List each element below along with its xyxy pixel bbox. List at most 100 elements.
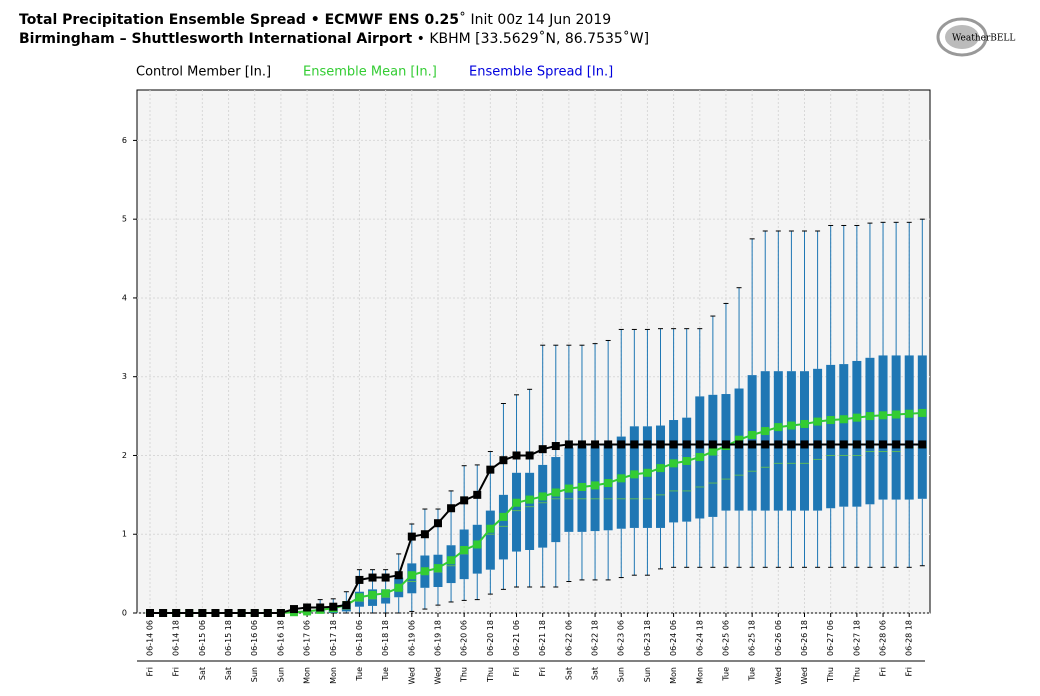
y-tick-label: 5 xyxy=(122,215,127,224)
x-tick-label: 06-17 18 xyxy=(329,620,338,656)
point xyxy=(538,445,547,454)
point xyxy=(525,451,534,460)
point xyxy=(473,540,482,549)
box xyxy=(603,444,613,531)
point xyxy=(761,427,770,436)
point xyxy=(303,603,312,612)
point xyxy=(499,456,508,465)
point xyxy=(708,440,717,449)
x-tick-label: 06-15 18 xyxy=(224,620,233,656)
point xyxy=(630,440,639,449)
point xyxy=(892,410,901,419)
point xyxy=(682,440,691,449)
point xyxy=(735,440,744,449)
logo-text: WeatherBELL xyxy=(952,34,1015,44)
x-tick-label: 06-19 18 xyxy=(433,620,442,656)
point xyxy=(368,590,377,599)
day-label: Wed xyxy=(774,667,783,684)
point xyxy=(237,609,246,617)
point xyxy=(551,488,560,497)
box xyxy=(472,524,482,574)
day-label: Sat xyxy=(198,667,207,680)
box xyxy=(669,420,679,523)
point xyxy=(329,602,338,611)
point xyxy=(748,440,757,449)
x-tick-label: 06-14 18 xyxy=(172,620,181,656)
day-label: Tue xyxy=(721,667,730,682)
point xyxy=(604,479,613,488)
point xyxy=(289,605,298,614)
point xyxy=(486,524,495,533)
x-tick-label: 06-18 18 xyxy=(381,620,390,656)
x-tick-label: 06-26 06 xyxy=(774,620,783,656)
point xyxy=(512,451,521,460)
day-label: Thu xyxy=(460,667,469,683)
title-rest: ˚ Init 00z 14 Jun 2019 xyxy=(459,11,611,28)
point xyxy=(656,464,665,473)
x-tick-label: 06-14 06 xyxy=(146,620,155,656)
point xyxy=(761,440,770,449)
x-tick-label: 06-24 06 xyxy=(669,620,678,656)
y-tick-label: 4 xyxy=(122,293,127,302)
day-label: Sat xyxy=(224,667,233,680)
point xyxy=(630,470,639,479)
legend-entry: Ensemble Mean [In.] xyxy=(303,65,437,80)
x-tick-label: 06-23 18 xyxy=(643,620,652,656)
day-label: Mon xyxy=(669,667,678,684)
point xyxy=(695,440,704,449)
point xyxy=(172,609,181,617)
point xyxy=(617,440,626,449)
day-label: Wed xyxy=(800,667,809,684)
box xyxy=(498,494,508,560)
box xyxy=(682,417,692,522)
point xyxy=(263,609,272,617)
point xyxy=(617,474,626,483)
point xyxy=(800,440,809,449)
logo-ring xyxy=(936,17,988,57)
point xyxy=(381,573,390,582)
point xyxy=(669,440,678,449)
point xyxy=(839,440,848,449)
point xyxy=(813,440,822,449)
subtitle-rest: • KBHM [33.5629˚N, 86.7535˚W] xyxy=(412,30,649,47)
x-tick-label: 06-28 18 xyxy=(905,620,914,656)
x-tick-label: 06-19 06 xyxy=(407,620,416,656)
day-label: Fri xyxy=(172,667,181,677)
x-tick-label: 06-27 06 xyxy=(826,620,835,656)
title-bold: Total Precipitation Ensemble Spread • EC… xyxy=(19,12,459,28)
point xyxy=(512,498,521,507)
day-label: Sun xyxy=(617,667,626,682)
point xyxy=(577,482,586,491)
y-tick-label: 3 xyxy=(122,372,127,381)
point xyxy=(577,440,586,449)
day-label: Sun xyxy=(276,667,285,682)
x-tick-label: 06-21 06 xyxy=(512,620,521,656)
box xyxy=(525,472,535,550)
y-tick-label: 2 xyxy=(122,451,127,460)
day-label: Sun xyxy=(643,667,652,682)
point xyxy=(407,571,416,580)
point xyxy=(787,440,796,449)
point xyxy=(905,409,914,418)
point xyxy=(211,609,220,617)
box xyxy=(852,360,862,507)
day-label: Mon xyxy=(695,667,704,684)
point xyxy=(420,567,429,576)
day-label: Mon xyxy=(329,667,338,684)
x-tick-label: 06-18 06 xyxy=(355,620,364,656)
x-tick-label: 06-16 18 xyxy=(276,620,285,656)
subtitle-bold: Birmingham – Shuttlesworth International… xyxy=(19,31,412,47)
point xyxy=(146,609,154,617)
point xyxy=(368,573,377,582)
day-label: Tue xyxy=(355,667,364,682)
point xyxy=(486,465,495,474)
point xyxy=(892,440,901,449)
box xyxy=(734,388,744,511)
day-label: Fri xyxy=(905,667,914,677)
point xyxy=(355,593,364,602)
day-label: Fri xyxy=(512,667,521,677)
chart-subtitle: Birmingham – Shuttlesworth International… xyxy=(19,30,649,47)
point xyxy=(276,609,285,617)
day-label: Thu xyxy=(486,667,495,683)
